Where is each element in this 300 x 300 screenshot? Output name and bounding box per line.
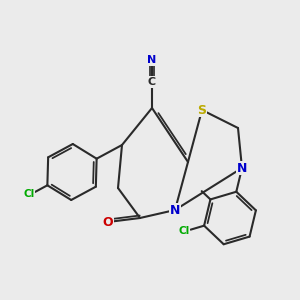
Text: N: N (170, 203, 180, 217)
Text: N: N (237, 161, 247, 175)
Text: C: C (148, 77, 156, 87)
Text: Cl: Cl (23, 189, 34, 199)
Text: N: N (147, 55, 157, 65)
Text: O: O (103, 215, 113, 229)
Text: Cl: Cl (178, 226, 190, 236)
Text: S: S (197, 103, 206, 116)
